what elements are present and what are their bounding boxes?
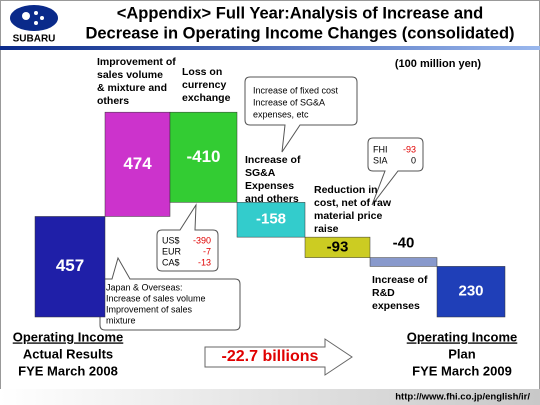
callout-text: mixture — [106, 315, 136, 325]
category-label: exchange — [182, 92, 231, 104]
category-label: and others — [245, 193, 299, 205]
title: Decrease in Operating Income Changes (co… — [85, 24, 514, 42]
category-label: currency — [182, 79, 227, 91]
breakdown-value: 0 — [411, 155, 416, 165]
callout-box — [367, 137, 424, 206]
bar — [236, 202, 306, 238]
bar — [169, 111, 238, 203]
category-label: FYE March 2009 — [412, 363, 512, 378]
breakdown-label: SIA — [373, 155, 388, 165]
footer-band — [0, 389, 540, 405]
category-label: raise — [314, 223, 339, 235]
bar — [369, 257, 438, 267]
logo-star — [34, 11, 38, 15]
data-label: -93 — [327, 238, 349, 255]
breakdown-label: CA$ — [162, 257, 180, 267]
breakdown-value: -13 — [198, 257, 211, 267]
breakdown-label: US$ — [162, 235, 180, 245]
bar — [34, 216, 106, 318]
change-arrow — [204, 338, 353, 376]
bar — [436, 266, 506, 318]
category-label: & mixture and — [97, 82, 167, 94]
category-label: Loss on — [182, 66, 222, 78]
callout-text: Japan & Overseas: — [106, 282, 183, 292]
callout-text: Increase of fixed cost — [253, 85, 339, 95]
category-label: Increase of — [245, 154, 301, 166]
category-label: Operating Income — [13, 329, 124, 344]
data-label: 474 — [123, 154, 152, 173]
category-label: sales volume — [97, 69, 163, 81]
data-label: -410 — [186, 147, 220, 166]
data-label: 230 — [458, 283, 483, 300]
breakdown-value: -7 — [203, 246, 211, 256]
logo-star — [34, 21, 38, 25]
breakdown-value: -93 — [403, 144, 416, 154]
category-label: Actual Results — [23, 346, 113, 361]
logo-text: SUBARU — [13, 34, 56, 45]
category-label: SG&A — [245, 167, 276, 179]
category-label: Reduction in — [314, 184, 378, 196]
category-label: cost, net of raw — [314, 197, 392, 209]
data-label: 457 — [56, 256, 84, 275]
url: http://www.fhi.co.jp/english/ir/ — [395, 392, 530, 403]
callout-text: Increase of sales volume — [106, 293, 206, 303]
logo-star — [22, 12, 30, 20]
change-label: -22.7 billions — [222, 348, 319, 365]
logo-mark — [10, 5, 58, 31]
category-label: material price — [314, 210, 382, 222]
data-label: -40 — [393, 235, 415, 252]
category-label: Improvement of — [97, 56, 176, 68]
callout-box — [156, 203, 219, 272]
callout-text: expenses, etc — [253, 109, 309, 119]
category-label: Expenses — [245, 180, 294, 192]
bar — [104, 111, 171, 217]
category-label: R&D — [372, 287, 395, 299]
unit: (100 million yen) — [395, 58, 482, 70]
breakdown-label: EUR — [162, 246, 182, 256]
category-label: Plan — [448, 346, 476, 361]
bar — [304, 236, 371, 258]
title: <Appendix> Full Year:Analysis of Increas… — [117, 4, 484, 22]
category-label: others — [97, 95, 129, 107]
category-label: FYE March 2008 — [18, 363, 118, 378]
logo-star — [40, 16, 44, 20]
breakdown-label: FHI — [373, 144, 388, 154]
category-label: expenses — [372, 300, 420, 312]
category-label: Increase of — [372, 274, 428, 286]
data-label: -158 — [256, 211, 286, 228]
header-stripe — [0, 46, 540, 50]
callout-text: Increase of SG&A — [253, 97, 325, 107]
breakdown-value: -390 — [193, 235, 211, 245]
callout-box — [244, 76, 358, 153]
category-label: Operating Income — [407, 329, 518, 344]
callout-text: Improvement of sales — [106, 304, 193, 314]
